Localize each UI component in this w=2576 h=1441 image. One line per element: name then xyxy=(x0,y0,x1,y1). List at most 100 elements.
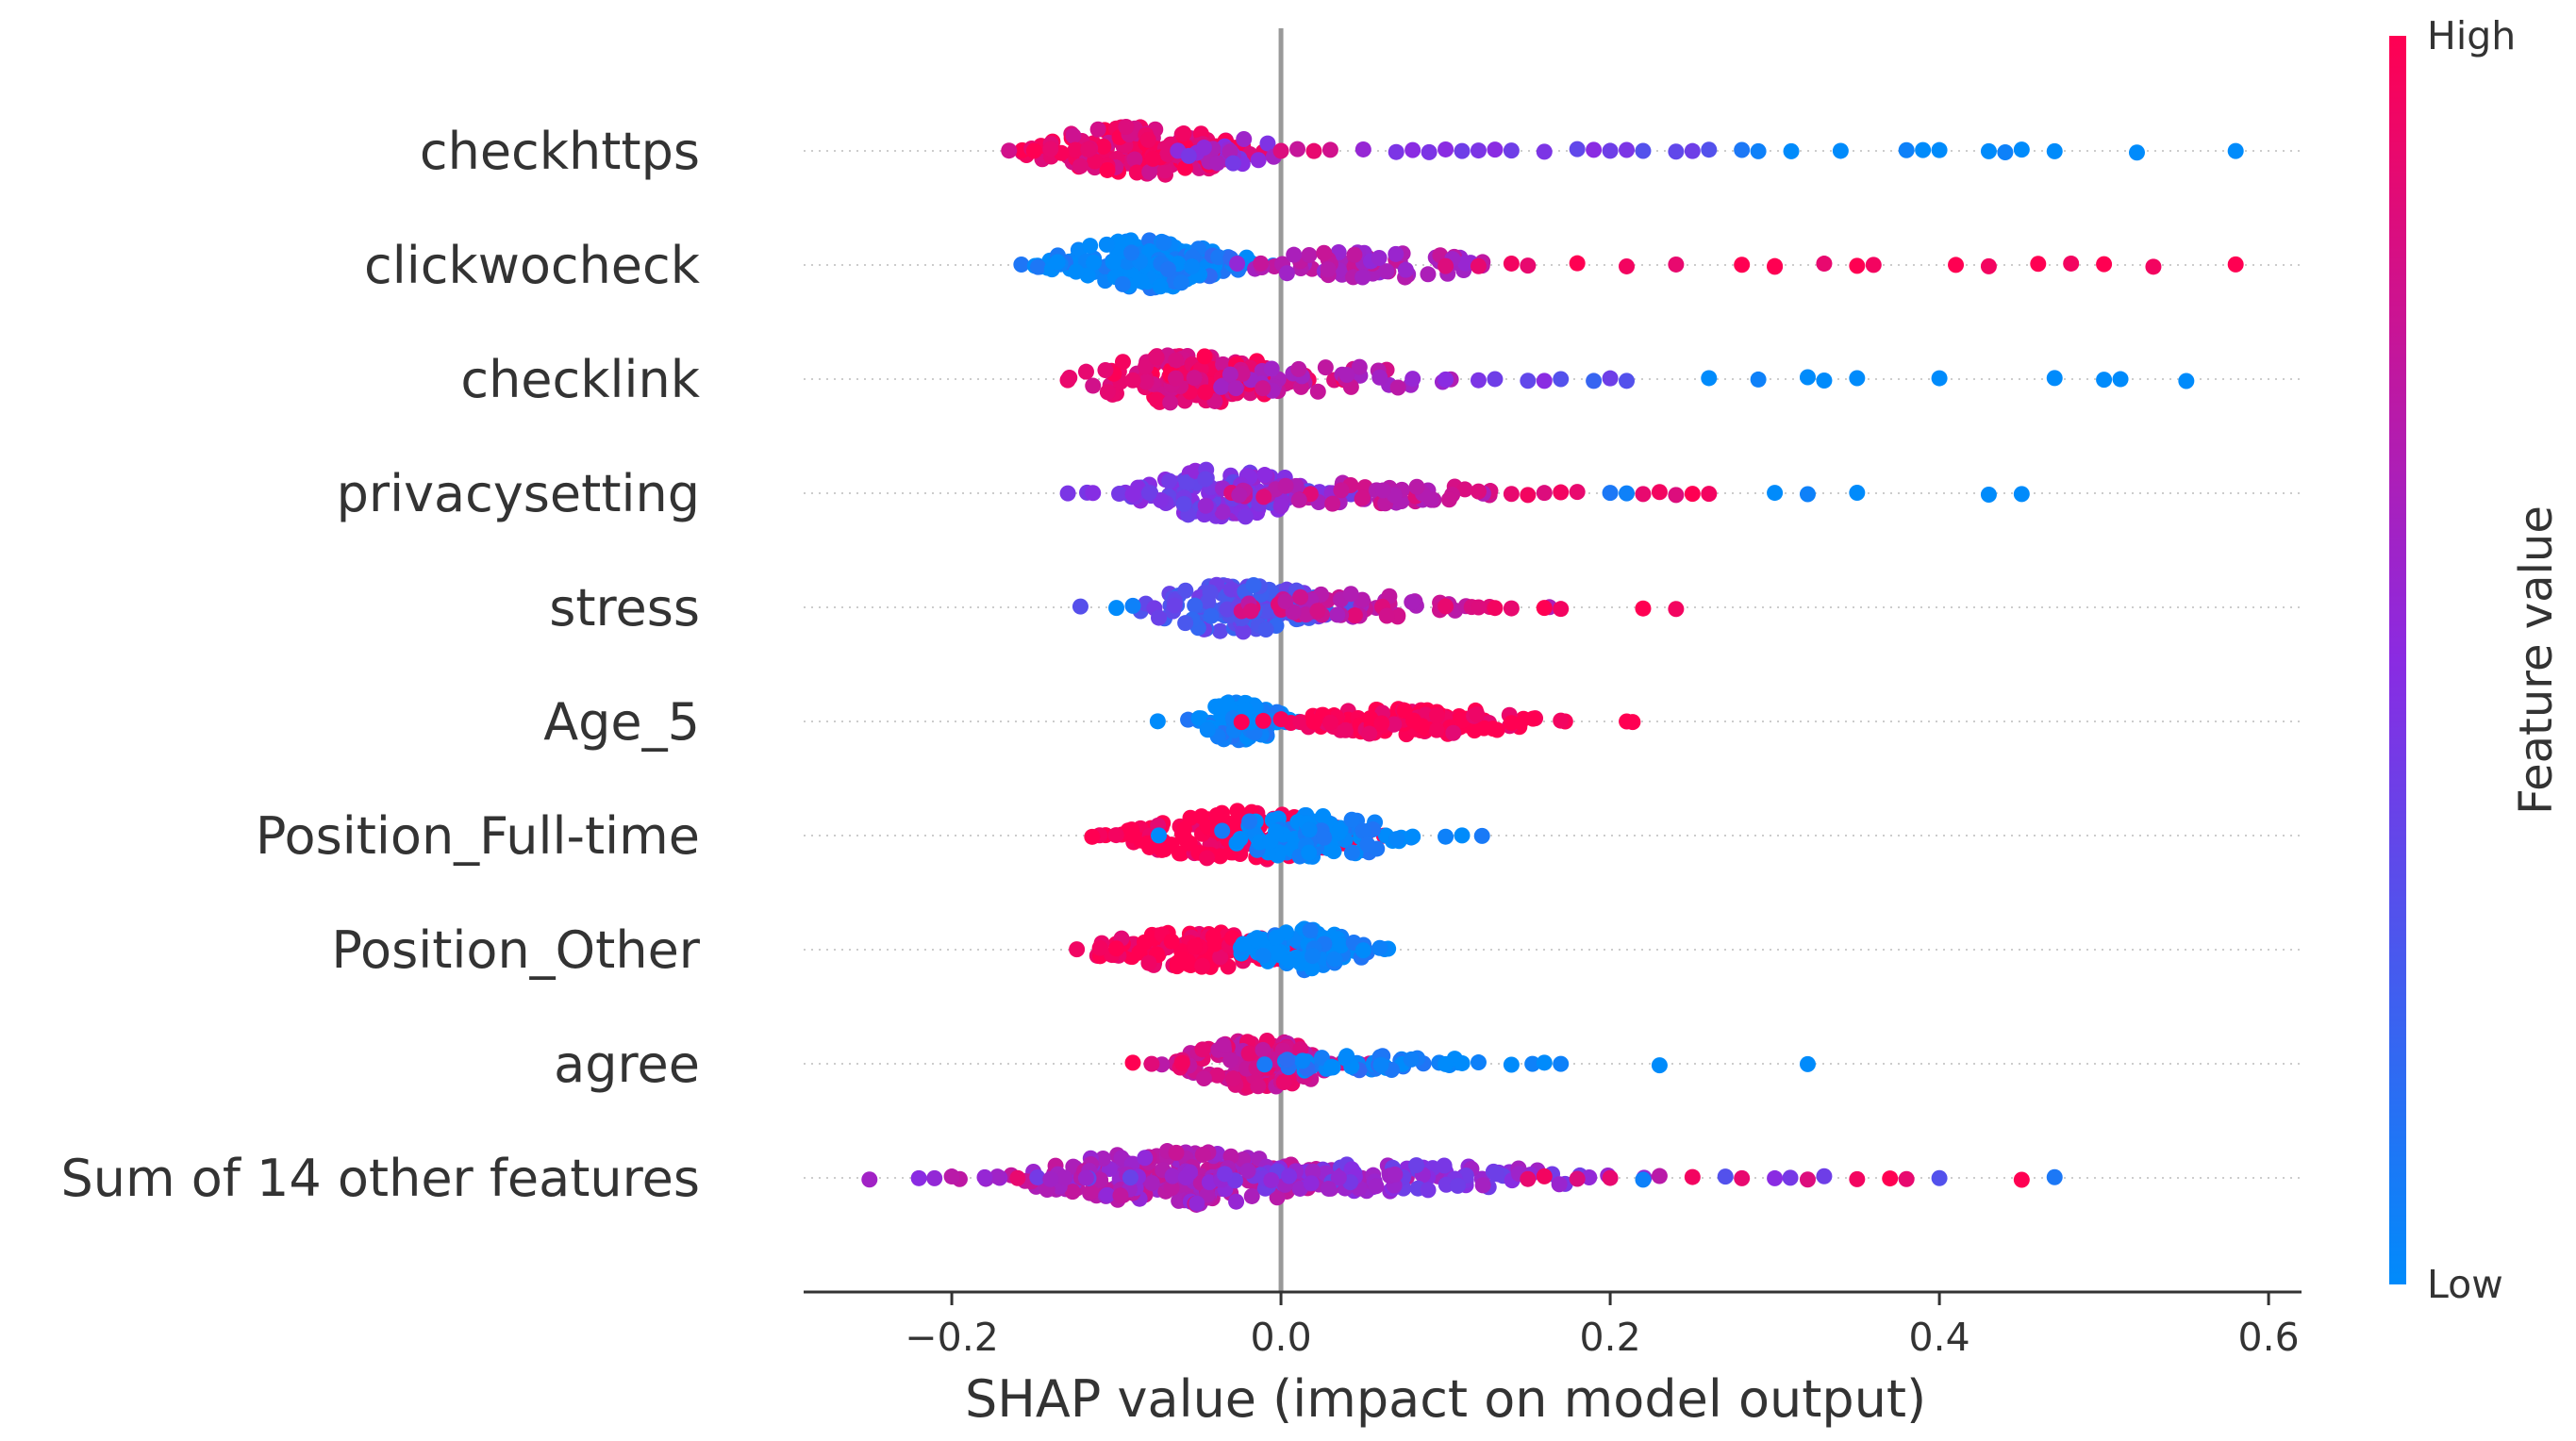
feature-label: checkhttps xyxy=(420,122,700,181)
data-point xyxy=(1799,1055,1816,1072)
data-point xyxy=(1372,1056,1389,1073)
data-point xyxy=(1175,125,1192,142)
data-point xyxy=(1269,1189,1286,1206)
data-point xyxy=(1149,713,1166,730)
data-point xyxy=(1091,939,1108,956)
data-point xyxy=(1865,257,1882,273)
data-point xyxy=(1408,478,1425,495)
data-point xyxy=(1209,1067,1226,1084)
data-point xyxy=(2046,142,2063,159)
feature-label: checklink xyxy=(460,350,700,409)
data-point xyxy=(1105,254,1122,271)
data-point xyxy=(1396,702,1413,719)
data-point xyxy=(1304,948,1321,965)
data-point xyxy=(1651,1057,1668,1074)
data-point xyxy=(1354,489,1371,506)
data-point xyxy=(1159,260,1176,277)
x-tick-label: 0.4 xyxy=(1908,1315,1969,1360)
data-point xyxy=(2030,256,2047,273)
data-point xyxy=(1420,1182,1437,1199)
data-point xyxy=(1503,600,1520,617)
data-point xyxy=(2112,371,2129,388)
data-point xyxy=(1354,269,1371,286)
data-point xyxy=(1072,598,1089,615)
data-point xyxy=(926,1169,943,1186)
data-point xyxy=(1197,497,1214,514)
data-point xyxy=(1931,370,1948,387)
data-point xyxy=(1488,721,1505,738)
data-point xyxy=(1240,1045,1257,1062)
data-point xyxy=(1602,1169,1619,1186)
data-point xyxy=(1281,1168,1298,1184)
data-point xyxy=(1212,622,1229,639)
data-point xyxy=(1551,1176,1568,1193)
feature-label: Age_5 xyxy=(543,692,700,752)
data-point xyxy=(1095,138,1112,155)
feature-label: agree xyxy=(554,1035,700,1094)
data-point xyxy=(1177,582,1194,599)
data-point xyxy=(1140,954,1157,971)
data-point xyxy=(1188,1195,1205,1212)
data-point xyxy=(1602,142,1619,159)
data-point xyxy=(1503,142,1520,159)
data-point xyxy=(1162,394,1179,411)
data-point xyxy=(1163,933,1180,950)
data-point xyxy=(1059,485,1076,502)
data-point xyxy=(1449,1177,1466,1194)
data-point xyxy=(1140,485,1157,502)
data-point xyxy=(1536,143,1553,160)
x-ticks: −0.2 0.0 0.2 0.4 0.6 xyxy=(905,1292,2300,1360)
data-point xyxy=(1072,157,1089,174)
data-point xyxy=(1474,1177,1491,1194)
data-point xyxy=(1470,1054,1487,1071)
data-point xyxy=(1114,275,1131,292)
data-point xyxy=(1211,698,1228,715)
data-point xyxy=(1277,593,1294,610)
data-point xyxy=(1403,1051,1420,1068)
data-point xyxy=(1133,273,1150,290)
data-point xyxy=(1387,1166,1404,1183)
data-point xyxy=(1303,1175,1320,1192)
data-point xyxy=(1346,246,1363,263)
data-point xyxy=(1212,949,1229,966)
data-point xyxy=(1553,371,1570,388)
data-point xyxy=(1354,942,1371,959)
data-point xyxy=(1099,161,1116,178)
data-point xyxy=(1289,141,1306,157)
data-point xyxy=(1077,1169,1094,1186)
data-point xyxy=(1750,371,1767,388)
data-point xyxy=(1279,1052,1296,1068)
data-point xyxy=(1536,485,1553,502)
data-point xyxy=(1271,947,1288,964)
data-point xyxy=(1177,615,1194,632)
data-point xyxy=(1173,1054,1190,1071)
data-point xyxy=(1536,600,1553,617)
data-point xyxy=(1137,1150,1154,1167)
data-point xyxy=(1195,1070,1212,1087)
data-point xyxy=(1209,155,1226,172)
data-point xyxy=(1915,141,1932,158)
data-point xyxy=(1315,808,1332,825)
data-point xyxy=(1309,383,1326,400)
data-point xyxy=(1470,483,1487,500)
data-point xyxy=(1242,603,1259,620)
data-point xyxy=(1199,721,1216,738)
data-point xyxy=(1320,1180,1337,1197)
data-point xyxy=(1237,702,1254,719)
data-point xyxy=(1428,706,1445,723)
x-axis: −0.2 0.0 0.2 0.4 0.6 SHAP value (impact on m… xyxy=(804,1290,2302,1429)
data-point xyxy=(1329,606,1346,623)
feature-label: Position_Full-time xyxy=(256,806,700,866)
data-point xyxy=(1503,255,1520,272)
data-point xyxy=(2128,144,2145,161)
data-point xyxy=(1083,1184,1100,1201)
data-point xyxy=(1195,139,1212,156)
data-point xyxy=(1602,370,1619,387)
data-point xyxy=(1701,486,1718,503)
data-point xyxy=(1473,827,1490,844)
data-point xyxy=(1849,257,1866,274)
data-point xyxy=(1948,257,1965,273)
data-point xyxy=(1536,1168,1553,1184)
feature-label: clickwocheck xyxy=(364,236,701,295)
data-point xyxy=(989,1168,1005,1185)
